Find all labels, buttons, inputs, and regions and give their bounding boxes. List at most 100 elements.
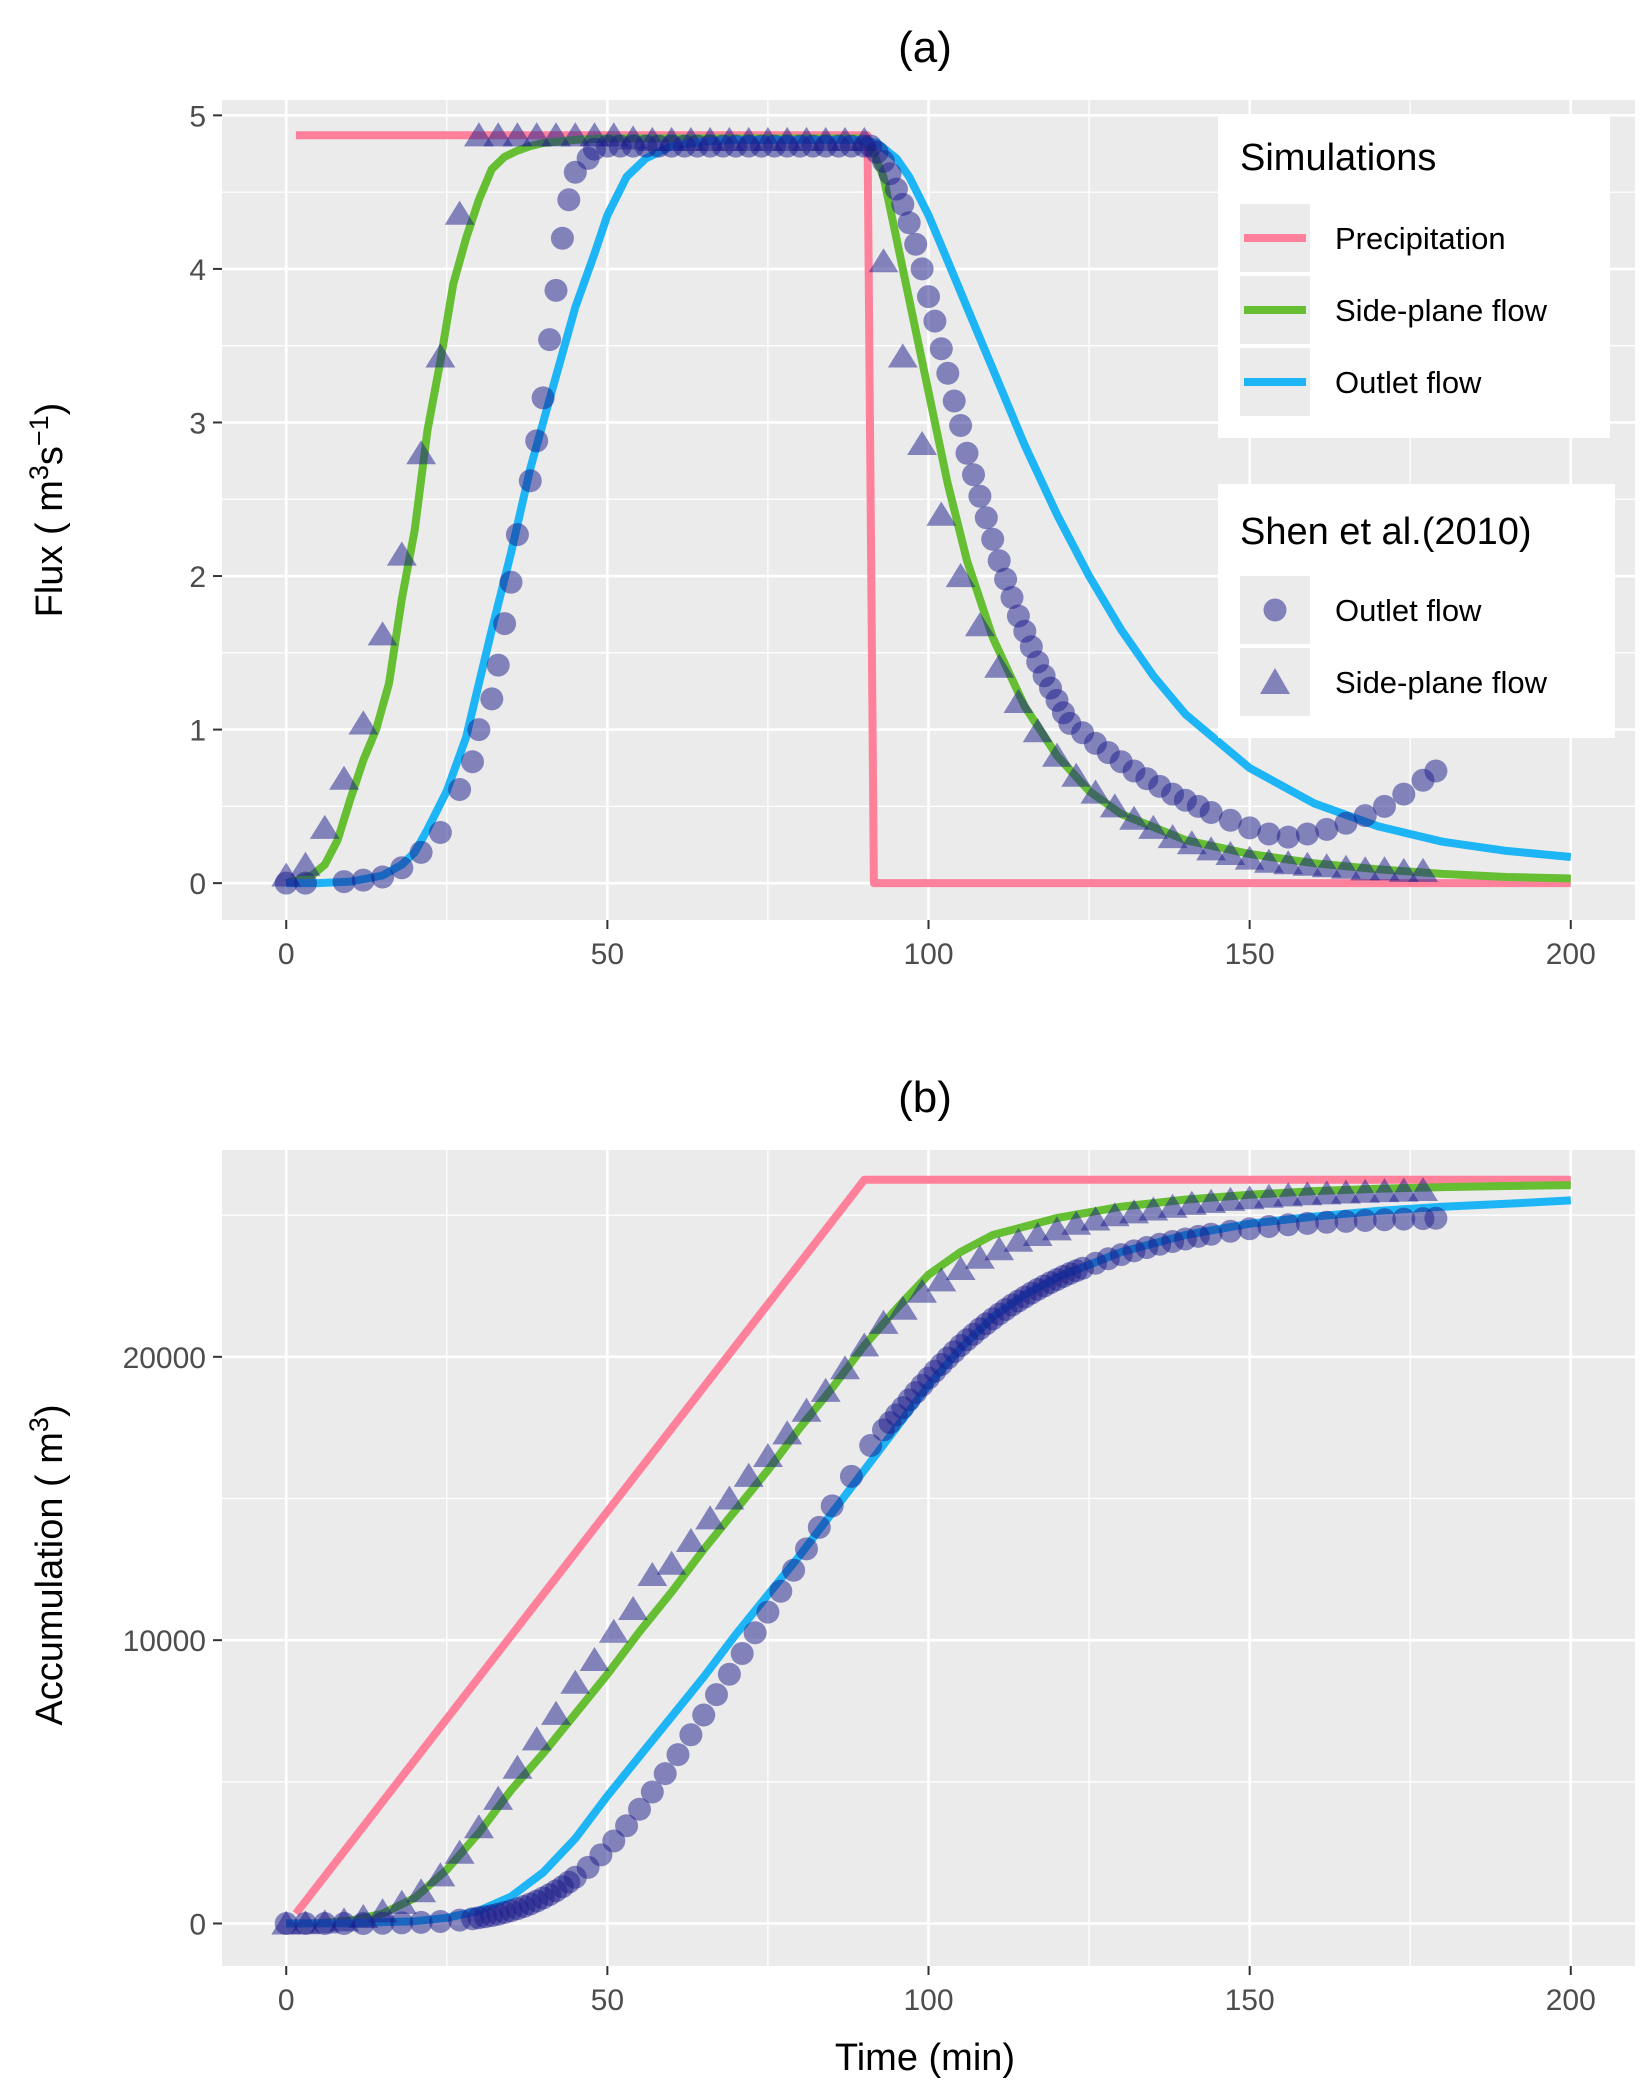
panel-a-point-obs-side-plane-flow bbox=[772, 126, 803, 151]
panel-b-point-obs-side-plane-flow bbox=[425, 1862, 456, 1887]
legend-simulations-title: Simulations bbox=[1240, 137, 1436, 179]
panel-a-point-obs-outlet-flow bbox=[351, 868, 375, 892]
panel-a-point-obs-side-plane-flow bbox=[1215, 841, 1246, 865]
legend-label-outlet-obs: Outlet flow bbox=[1335, 593, 1482, 628]
panel-a-point-obs-outlet-flow bbox=[1238, 816, 1262, 840]
panel-a-point-obs-side-plane-flow bbox=[618, 125, 648, 150]
panel-a-point-obs-outlet-flow bbox=[480, 687, 504, 711]
panel-a-point-obs-outlet-flow bbox=[550, 226, 574, 250]
panel-b-point-obs-side-plane-flow bbox=[367, 1898, 398, 1923]
legend-marker-outlet-obs bbox=[1263, 598, 1287, 622]
panel-a-point-obs-side-plane-flow bbox=[849, 126, 880, 151]
panel-a-point-obs-outlet-flow bbox=[538, 328, 562, 352]
panel-a-point-obs-side-plane-flow bbox=[791, 126, 822, 151]
panel-b-point-obs-side-plane-flow bbox=[618, 1596, 648, 1620]
panel-a-point-obs-side-plane-flow bbox=[656, 126, 687, 151]
panel-a-point-obs-outlet-flow bbox=[994, 567, 1018, 591]
panel-b-point-obs-outlet-flow bbox=[692, 1703, 716, 1727]
panel-b-point-obs-side-plane-flow bbox=[1331, 1179, 1361, 1204]
panel-b-point-obs-outlet-flow bbox=[1199, 1222, 1223, 1246]
panel-a-ytick-label: 4 bbox=[189, 254, 206, 287]
panel-a-point-obs-side-plane-flow bbox=[926, 501, 957, 526]
panel-b-point-obs-side-plane-flow bbox=[290, 1910, 321, 1935]
panel-b-point-obs-side-plane-flow bbox=[772, 1420, 803, 1445]
legend-marker-side-plane-obs bbox=[1260, 668, 1290, 694]
panel-b-point-obs-side-plane-flow bbox=[714, 1485, 745, 1510]
panel-a-point-obs-side-plane-flow bbox=[1099, 793, 1130, 818]
panel-b-point-obs-outlet-flow bbox=[730, 1642, 754, 1665]
panel-a-point-obs-side-plane-flow bbox=[386, 541, 417, 566]
legend-label-side-plane-obs: Side-plane flow bbox=[1335, 665, 1548, 700]
panel-b-point-obs-side-plane-flow bbox=[1388, 1177, 1419, 1202]
panel-a-point-obs-outlet-flow bbox=[936, 361, 960, 385]
panel-a-point-obs-side-plane-flow bbox=[637, 126, 668, 151]
panel-a-point-obs-outlet-flow bbox=[910, 257, 934, 281]
panel-a-point-obs-outlet-flow bbox=[499, 570, 523, 594]
panel-b-point-obs-side-plane-flow bbox=[945, 1256, 976, 1280]
panel-b-point-obs-side-plane-flow bbox=[406, 1878, 437, 1903]
panel-b-point-obs-side-plane-flow bbox=[521, 1726, 552, 1751]
panel-b-point-obs-side-plane-flow bbox=[271, 1910, 302, 1935]
panel-a-point-obs-outlet-flow bbox=[294, 871, 317, 895]
panel-a-point-obs-outlet-flow bbox=[962, 463, 985, 487]
panel-a-point-obs-outlet-flow bbox=[531, 386, 555, 410]
panel-a-point-obs-side-plane-flow bbox=[560, 122, 591, 147]
panel-b-point-obs-outlet-flow bbox=[743, 1621, 767, 1645]
panel-a-point-obs-side-plane-flow bbox=[1388, 857, 1419, 882]
panel-b-point-obs-outlet-flow bbox=[1424, 1206, 1448, 1230]
panel-a-point-obs-outlet-flow bbox=[371, 865, 395, 889]
panel-b-point-obs-outlet-flow bbox=[653, 1762, 677, 1786]
legend-simulations: Simulations Precipitation Side-plane flo… bbox=[1218, 114, 1610, 438]
panel-b-point-obs-side-plane-flow bbox=[541, 1700, 571, 1725]
panel-b-ylabel-sup1: 3 bbox=[24, 1417, 54, 1432]
panel-b-ylabel: Accumulation ( m3) bbox=[24, 1404, 71, 1725]
panel-b-point-obs-outlet-flow bbox=[859, 1434, 883, 1457]
panel-a-point-obs-side-plane-flow bbox=[1003, 688, 1034, 713]
panel-a-point-obs-side-plane-flow bbox=[810, 126, 841, 151]
panel-b-point-obs-side-plane-flow bbox=[386, 1889, 417, 1914]
panel-a-point-obs-outlet-flow bbox=[904, 232, 928, 256]
panel-b-title: (b) bbox=[898, 1073, 952, 1122]
panel-a-point-obs-outlet-flow bbox=[987, 549, 1011, 573]
panel-b-point-obs-outlet-flow bbox=[428, 1910, 452, 1933]
panel-a-point-obs-side-plane-flow bbox=[290, 851, 321, 876]
panel-b-point-obs-outlet-flow bbox=[409, 1910, 433, 1934]
panel-a-point-obs-outlet-flow bbox=[897, 211, 921, 235]
panel-b-axes: 0 50 100 150 200 0 10000 20000 bbox=[123, 1342, 1596, 2017]
panel-b-point-obs-outlet-flow bbox=[807, 1515, 831, 1539]
panel-b-point-obs-outlet-flow bbox=[1276, 1213, 1300, 1237]
panel-a-point-obs-side-plane-flow bbox=[753, 126, 783, 151]
legend-label-side-plane-sim: Side-plane flow bbox=[1335, 293, 1548, 328]
panel-a-point-obs-outlet-flow bbox=[409, 840, 433, 864]
panel-a-point-obs-side-plane-flow bbox=[1042, 742, 1072, 767]
panel-b-point-obs-side-plane-flow bbox=[464, 1814, 494, 1839]
panel-a-ytick-label: 3 bbox=[189, 407, 206, 440]
panel-b-point-obs-side-plane-flow bbox=[733, 1462, 764, 1487]
panel-b-point-obs-outlet-flow bbox=[390, 1911, 414, 1935]
panel-a-point-obs-outlet-flow bbox=[917, 285, 940, 309]
panel-a-point-obs-side-plane-flow bbox=[984, 653, 1015, 678]
panel-a-point-obs-side-plane-flow bbox=[521, 122, 552, 147]
panel-a-point-obs-side-plane-flow bbox=[964, 612, 995, 637]
panel-a-ylabel-mid: s bbox=[29, 446, 71, 465]
panel-a-ytick-label: 0 bbox=[189, 868, 206, 901]
panel-b-point-obs-outlet-flow bbox=[1238, 1217, 1262, 1241]
panel-b-point-obs-outlet-flow bbox=[666, 1743, 690, 1767]
panel-a-point-obs-outlet-flow bbox=[923, 309, 947, 333]
panel-b-point-obs-outlet-flow bbox=[1257, 1215, 1281, 1238]
panel-b-ytick-label: 20000 bbox=[123, 1342, 206, 1375]
panel-b-point-obs-side-plane-flow bbox=[907, 1278, 937, 1303]
panel-b-ylabel-main: Accumulation ( m bbox=[29, 1432, 71, 1726]
panel-a-xtick-label: 0 bbox=[278, 938, 295, 971]
panel-b-point-obs-side-plane-flow bbox=[1408, 1177, 1438, 1201]
panel-a-point-obs-outlet-flow bbox=[891, 192, 915, 216]
panel-b-point-obs-side-plane-flow bbox=[1292, 1181, 1323, 1206]
panel-a-point-obs-side-plane-flow bbox=[425, 343, 456, 368]
panel-b-point-obs-side-plane-flow bbox=[830, 1355, 860, 1380]
panel-b-xtick-label: 50 bbox=[591, 1984, 624, 2017]
panel-b-point-obs-outlet-flow bbox=[1315, 1210, 1339, 1234]
panel-b-point-obs-side-plane-flow bbox=[926, 1267, 957, 1292]
panel-a-series bbox=[271, 122, 1572, 895]
panel-b-xtick-label: 200 bbox=[1546, 1984, 1596, 2017]
